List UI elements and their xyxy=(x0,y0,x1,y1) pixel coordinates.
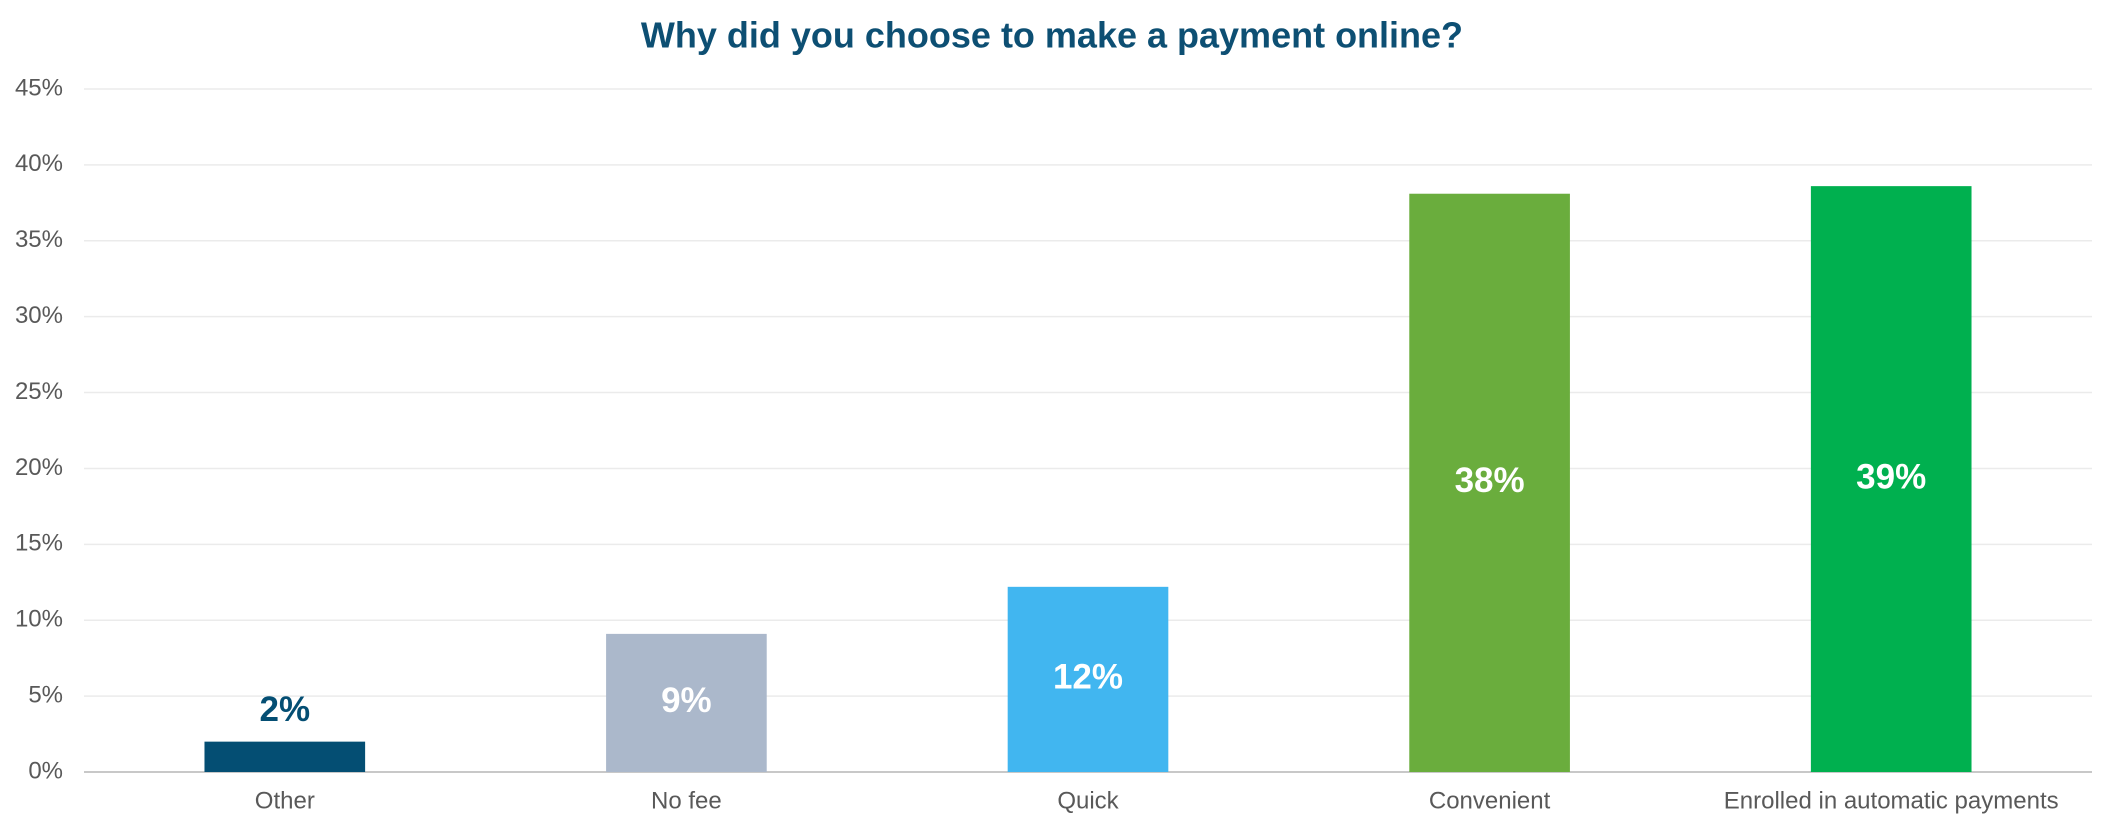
y-tick-label: 10% xyxy=(15,606,63,633)
chart-title: Why did you choose to make a payment onl… xyxy=(641,15,1463,56)
y-tick-label: 40% xyxy=(15,150,63,177)
bar xyxy=(606,633,767,772)
data-label: 12% xyxy=(1053,658,1123,697)
x-tick-label: Other xyxy=(255,787,315,814)
data-label: 2% xyxy=(260,690,311,729)
x-tick-label: No fee xyxy=(651,787,722,814)
bar xyxy=(1810,186,1972,773)
data-label: 38% xyxy=(1455,461,1525,500)
x-tick-label: Quick xyxy=(1057,787,1119,814)
bar xyxy=(1409,193,1570,772)
y-tick-label: 15% xyxy=(15,530,63,557)
x-tick-label: Enrolled in automatic payments xyxy=(1724,787,2059,814)
bar xyxy=(1007,586,1169,772)
y-tick-label: 45% xyxy=(15,74,63,101)
y-tick-label: 35% xyxy=(15,226,63,253)
y-tick-label: 30% xyxy=(15,302,63,329)
y-tick-label: 20% xyxy=(15,454,63,481)
y-tick-label: 5% xyxy=(28,681,63,708)
x-tick-label: Convenient xyxy=(1429,787,1551,814)
data-label: 39% xyxy=(1856,457,1926,496)
data-label: 9% xyxy=(661,681,712,720)
y-tick-label: 0% xyxy=(28,757,63,784)
bar xyxy=(204,741,366,772)
y-tick-label: 25% xyxy=(15,378,63,405)
